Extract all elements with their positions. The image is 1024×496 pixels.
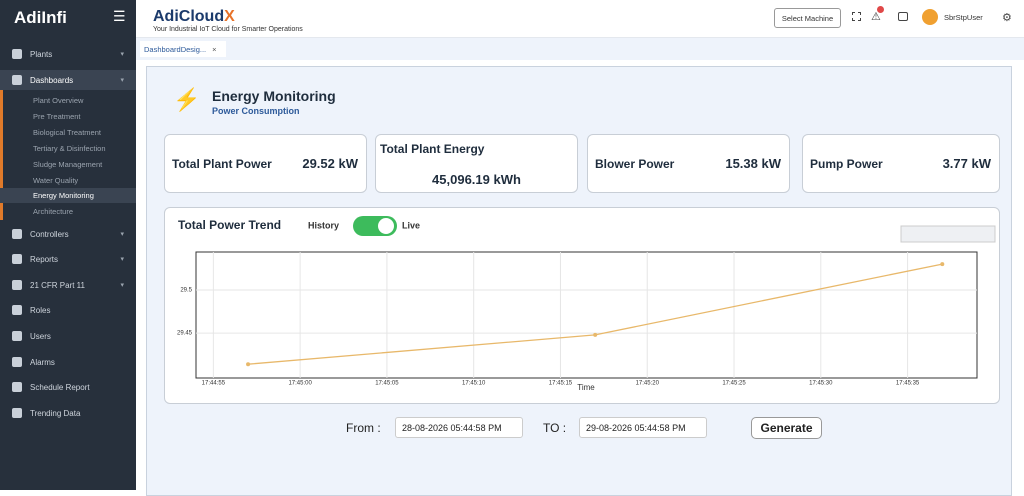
menu-icon [12, 331, 22, 341]
chevron: ▾ [120, 282, 124, 289]
to-value: 29-08-2026 05:44:58 PM [586, 422, 686, 433]
submenu-item[interactable]: Architecture [33, 207, 74, 217]
logo: AdiInfi [14, 8, 67, 27]
menu-icon [12, 75, 22, 85]
tab[interactable]: DashboardDesig... × [140, 41, 226, 57]
chevron: ▾ [120, 231, 124, 238]
from-input[interactable]: 28-08-2026 05:44:58 PM [395, 417, 523, 438]
x-tick-label: 17:44:55 [202, 381, 226, 387]
from-value: 28-08-2026 05:44:58 PM [402, 422, 502, 433]
x-tick-label: 17:45:15 [549, 381, 573, 387]
menu-item[interactable]: Controllers ▾ [0, 224, 136, 244]
brand: AdiCloudX [153, 8, 235, 26]
brand-text: AdiCloud [153, 8, 225, 25]
sidebar: AdiInfi ☰ Plants ▾ Dashboards ▾ Controllers ▾… [0, 0, 136, 490]
kpi-card: Total Plant Power 29.52 kW [164, 134, 367, 193]
chevron: ▾ [120, 51, 124, 58]
x-tick-label: 17:45:30 [809, 381, 833, 387]
toggle-left: History [308, 220, 339, 230]
x-tick-label: 17:45:35 [896, 381, 920, 387]
menu-item[interactable]: Users [0, 326, 136, 346]
kpi-label: Pump Power [810, 157, 883, 171]
menu-item[interactable]: Roles [0, 300, 136, 320]
kpi-label: Total Plant Energy [380, 142, 485, 156]
x-tick-label: 17:45:20 [636, 381, 660, 387]
menu-item[interactable]: Trending Data [0, 403, 136, 423]
tagline: Your Industrial IoT Cloud for Smarter Op… [153, 26, 303, 33]
y-tick-label: 29.5 [180, 288, 192, 294]
chart-toolbar[interactable] [900, 225, 996, 243]
menu-icon [12, 49, 22, 59]
chevron: ▾ [120, 256, 124, 263]
x-tick-label: 17:45:05 [375, 381, 399, 387]
menu-item[interactable]: Schedule Report [0, 377, 136, 397]
from-label: From : [346, 421, 381, 435]
select-machine[interactable]: Select Machine [774, 8, 841, 28]
submenu-rail [0, 90, 3, 220]
user-name[interactable]: SbrStpUser [944, 13, 983, 22]
alert-badge [877, 6, 884, 13]
header: AdiCloudX Your Industrial IoT Cloud for … [136, 0, 1024, 38]
generate-button[interactable]: Generate [751, 417, 822, 439]
network-icon[interactable] [898, 12, 908, 21]
submenu-item[interactable]: Water Quality [33, 175, 79, 185]
kpi-label: Blower Power [595, 157, 675, 171]
kpi-value: 29.52 kW [302, 156, 358, 171]
trend-chart: Total Power Trend History Live Time 29.4… [177, 216, 996, 392]
page-title: Energy Monitoring [212, 88, 336, 104]
menu-icon [12, 408, 22, 418]
toggle-right: Live [402, 220, 420, 230]
toggle-knob [378, 218, 394, 234]
data-point [246, 362, 251, 367]
menu-icon [12, 305, 22, 315]
data-point [940, 262, 945, 267]
page-subtitle: Power Consumption [212, 106, 300, 116]
x-axis-label: Time [577, 383, 595, 392]
menu-toggle[interactable]: ☰ [113, 8, 126, 24]
kpi-card: Pump Power 3.77 kW [802, 134, 1000, 193]
x-tick-label: 17:45:10 [462, 381, 486, 387]
to-label: TO : [543, 421, 567, 435]
menu-item[interactable]: Dashboards ▾ [0, 70, 136, 90]
x-tick-label: 17:45:00 [288, 381, 312, 387]
kpi-value: 3.77 kW [942, 156, 991, 171]
submenu-item[interactable]: Biological Treatment [33, 127, 101, 137]
chart-title: Total Power Trend [178, 218, 281, 232]
submenu-item[interactable]: Sludge Management [33, 159, 103, 169]
submenu-item[interactable]: Pre Treatment [33, 111, 81, 121]
menu-item[interactable]: 21 CFR Part 11 ▾ [0, 275, 136, 295]
avatar[interactable] [922, 9, 938, 25]
menu-item[interactable]: Alarms [0, 352, 136, 372]
tab-close[interactable]: × [212, 44, 217, 54]
data-point [593, 332, 598, 337]
to-input[interactable]: 29-08-2026 05:44:58 PM [579, 417, 707, 438]
menu-icon [12, 229, 22, 239]
settings-icon[interactable]: ⚙ [1002, 12, 1012, 24]
chevron: ▾ [120, 77, 124, 84]
x-tick-label: 17:45:25 [722, 381, 746, 387]
menu-icon [12, 382, 22, 392]
kpi-value: 45,096.19 kWh [432, 172, 521, 187]
menu-icon [12, 280, 22, 290]
energy-icon: ⚡ [173, 87, 201, 112]
alert-icon[interactable]: ⚠ [871, 11, 881, 23]
submenu-item[interactable]: Energy Monitoring [0, 188, 136, 204]
y-tick-label: 29.45 [177, 331, 193, 337]
tab-label: DashboardDesig... [144, 44, 207, 54]
menu-icon [12, 254, 22, 264]
kpi-card: Total Plant Energy 45,096.19 kWh [375, 134, 578, 193]
kpi-card: Blower Power 15.38 kW [587, 134, 790, 193]
brand-mark: X [224, 8, 235, 25]
menu-icon [12, 357, 22, 367]
menu-item[interactable]: Reports ▾ [0, 249, 136, 269]
kpi-label: Total Plant Power [172, 157, 272, 171]
tab-bar: DashboardDesig... × [136, 38, 1024, 60]
kpi-value: 15.38 kW [725, 156, 781, 171]
submenu-item[interactable]: Tertiary & Disinfection [33, 143, 106, 153]
submenu-item[interactable]: Plant Overview [33, 96, 84, 105]
fullscreen-icon[interactable] [852, 12, 861, 21]
menu-item[interactable]: Plants ▾ [0, 44, 136, 64]
